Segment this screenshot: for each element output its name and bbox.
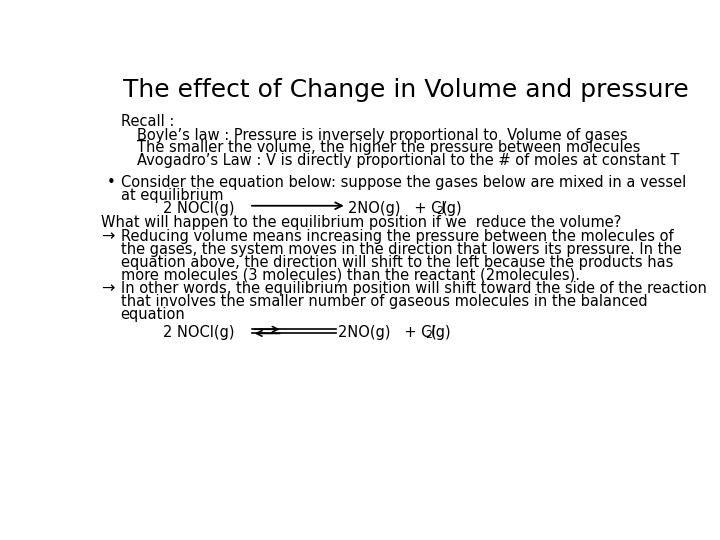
Text: →: → bbox=[101, 229, 114, 244]
Text: 2: 2 bbox=[426, 330, 432, 340]
Text: Consider the equation below: suppose the gases below are mixed in a vessel: Consider the equation below: suppose the… bbox=[121, 175, 686, 190]
Text: equation: equation bbox=[121, 307, 186, 322]
Text: Boyle’s law : Pressure is inversely proportional to  Volume of gases: Boyle’s law : Pressure is inversely prop… bbox=[138, 127, 628, 143]
Text: 2NO(g)   + Cl: 2NO(g) + Cl bbox=[338, 325, 436, 340]
Text: 2 NOCl(g): 2 NOCl(g) bbox=[163, 201, 234, 216]
Text: →: → bbox=[101, 281, 114, 296]
Text: (g): (g) bbox=[441, 201, 462, 216]
Text: 2 NOCl(g): 2 NOCl(g) bbox=[163, 325, 234, 340]
Text: What will happen to the equilibrium position if we  reduce the volume?: What will happen to the equilibrium posi… bbox=[101, 215, 621, 231]
Text: equation above, the direction will shift to the left because the products has: equation above, the direction will shift… bbox=[121, 255, 673, 270]
Text: The effect of Change in Volume and pressure: The effect of Change in Volume and press… bbox=[124, 78, 689, 102]
Text: 2NO(g)   + Cl: 2NO(g) + Cl bbox=[348, 201, 445, 216]
Text: In other words, the equilibrium position will shift toward the side of the react: In other words, the equilibrium position… bbox=[121, 281, 706, 296]
Text: Recall :: Recall : bbox=[121, 114, 174, 129]
Text: Avogadro’s Law : V is directly proportional to the # of moles at constant T: Avogadro’s Law : V is directly proportio… bbox=[138, 153, 680, 168]
Text: (g): (g) bbox=[431, 325, 451, 340]
Text: 2: 2 bbox=[436, 206, 443, 216]
Text: The smaller the volume, the higher the pressure between molecules: The smaller the volume, the higher the p… bbox=[138, 140, 641, 156]
Text: that involves the smaller number of gaseous molecules in the balanced: that involves the smaller number of gase… bbox=[121, 294, 647, 309]
Text: more molecules (3 molecules) than the reactant (2molecules).: more molecules (3 molecules) than the re… bbox=[121, 268, 580, 283]
Text: •: • bbox=[107, 175, 115, 190]
Text: Reducing volume means increasing the pressure between the molecules of: Reducing volume means increasing the pre… bbox=[121, 229, 673, 244]
Text: the gases, the system moves in the direction that lowers its pressure. In the: the gases, the system moves in the direc… bbox=[121, 242, 681, 257]
Text: at equilibrium: at equilibrium bbox=[121, 188, 223, 203]
